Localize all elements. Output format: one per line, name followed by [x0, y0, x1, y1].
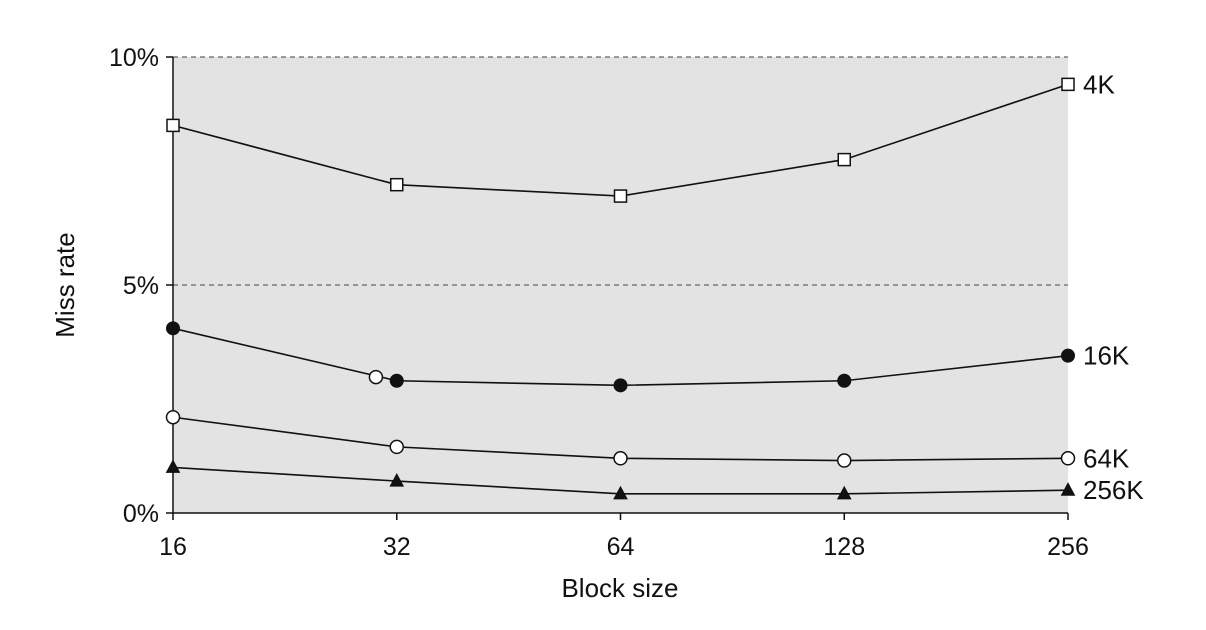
data-point [166, 118, 180, 133]
series-label: 16K [1083, 341, 1130, 371]
data-point [1061, 348, 1075, 363]
data-point [613, 378, 628, 393]
x-tick-label: 128 [823, 533, 865, 561]
tick-labels: 0% 5% 10% 16 32 64 128 256 [109, 44, 1089, 561]
data-point [837, 453, 852, 468]
data-point [613, 189, 628, 203]
data-point [1061, 77, 1075, 92]
data-point [165, 459, 181, 473]
data-point [837, 373, 852, 388]
series-label: 256K [1083, 475, 1144, 505]
data-point [165, 409, 181, 425]
data-point [613, 451, 628, 466]
data-point [389, 439, 404, 455]
x-tick-label: 32 [383, 533, 411, 561]
data-point [613, 485, 628, 500]
data-point [836, 485, 852, 500]
x-axis-title: Block size [561, 573, 678, 603]
data-point [166, 321, 180, 336]
data-point [389, 373, 404, 388]
y-axis-title: Miss rate [50, 232, 80, 337]
data-point [389, 473, 405, 487]
y-tick-label: 10% [109, 44, 159, 72]
series-label: 4K [1083, 69, 1115, 99]
data-point [837, 152, 851, 167]
y-tick-label: 5% [123, 272, 159, 300]
data-point [1060, 451, 1076, 466]
data-point [390, 177, 404, 192]
data-point [1060, 482, 1076, 496]
x-tick-label: 64 [607, 533, 635, 561]
x-tick-label: 16 [159, 533, 187, 561]
x-tick-label: 256 [1047, 533, 1089, 561]
series-label: 64K [1083, 443, 1130, 473]
data-point [368, 369, 384, 385]
y-tick-label: 0% [123, 500, 159, 528]
